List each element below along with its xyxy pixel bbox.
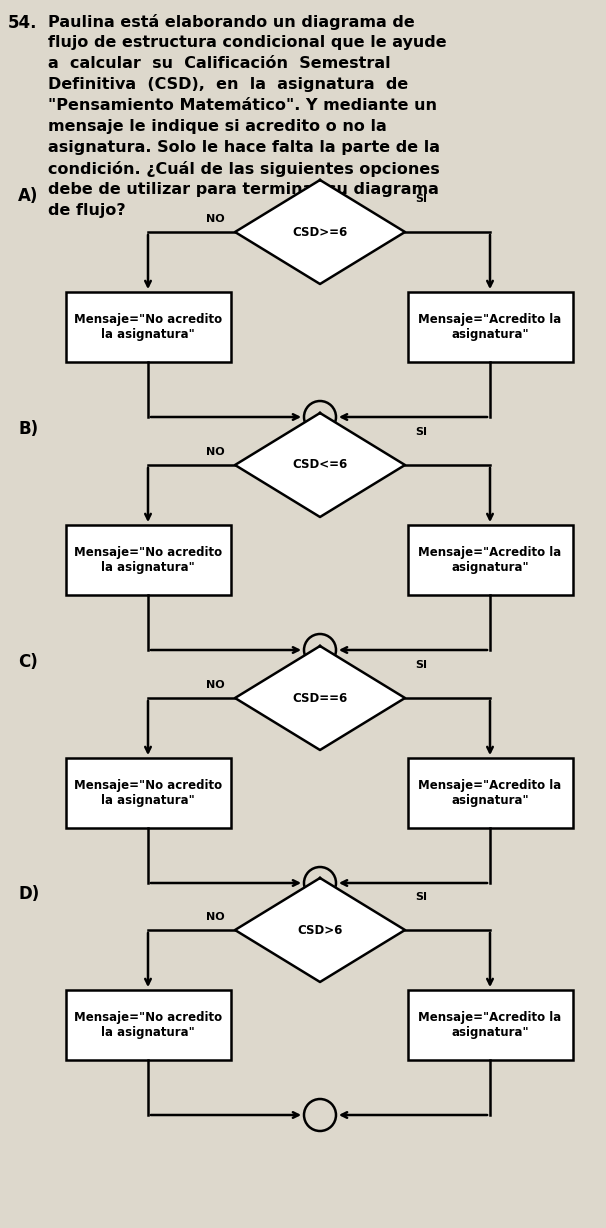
Polygon shape <box>235 181 405 284</box>
Polygon shape <box>235 878 405 982</box>
Text: B): B) <box>18 420 38 438</box>
Text: 54.: 54. <box>8 14 38 32</box>
Bar <box>65 758 230 828</box>
Text: Mensaje="No acredito
la asignatura": Mensaje="No acredito la asignatura" <box>74 1011 222 1039</box>
Text: CSD==6: CSD==6 <box>292 691 348 705</box>
Bar <box>65 526 230 596</box>
Text: Mensaje="No acredito
la asignatura": Mensaje="No acredito la asignatura" <box>74 313 222 341</box>
Text: C): C) <box>18 653 38 670</box>
Text: Mensaje="Acredito la
asignatura": Mensaje="Acredito la asignatura" <box>418 313 562 341</box>
Text: debe de utilizar para terminar su diagrama: debe de utilizar para terminar su diagra… <box>48 182 439 196</box>
Polygon shape <box>235 646 405 750</box>
Text: NO: NO <box>207 912 225 922</box>
Text: NO: NO <box>207 214 225 223</box>
Text: Mensaje="No acredito
la asignatura": Mensaje="No acredito la asignatura" <box>74 779 222 807</box>
Text: asignatura. Solo le hace falta la parte de la: asignatura. Solo le hace falta la parte … <box>48 140 440 155</box>
Polygon shape <box>235 413 405 517</box>
Text: A): A) <box>18 187 38 205</box>
Text: Mensaje="No acredito
la asignatura": Mensaje="No acredito la asignatura" <box>74 546 222 573</box>
Bar <box>407 990 573 1060</box>
Bar <box>407 292 573 362</box>
Text: SI: SI <box>415 194 427 204</box>
Text: a  calcular  su  Calificación  Semestral: a calcular su Calificación Semestral <box>48 56 391 71</box>
Text: SI: SI <box>415 892 427 903</box>
Text: Mensaje="Acredito la
asignatura": Mensaje="Acredito la asignatura" <box>418 779 562 807</box>
Bar <box>65 990 230 1060</box>
Text: Mensaje="Acredito la
asignatura": Mensaje="Acredito la asignatura" <box>418 1011 562 1039</box>
Text: NO: NO <box>207 447 225 457</box>
Text: NO: NO <box>207 680 225 690</box>
Text: Definitiva  (CSD),  en  la  asignatura  de: Definitiva (CSD), en la asignatura de <box>48 77 408 92</box>
Bar <box>407 526 573 596</box>
Text: SI: SI <box>415 427 427 437</box>
Text: CSD>=6: CSD>=6 <box>292 226 348 238</box>
Text: flujo de estructura condicional que le ayude: flujo de estructura condicional que le a… <box>48 36 447 50</box>
Text: Mensaje="Acredito la
asignatura": Mensaje="Acredito la asignatura" <box>418 546 562 573</box>
Bar <box>65 292 230 362</box>
Text: condición. ¿Cuál de las siguientes opciones: condición. ¿Cuál de las siguientes opcio… <box>48 161 440 177</box>
Text: Paulina está elaborando un diagrama de: Paulina está elaborando un diagrama de <box>48 14 415 29</box>
Text: D): D) <box>18 885 39 903</box>
Text: mensaje le indique si acredito o no la: mensaje le indique si acredito o no la <box>48 119 387 134</box>
Text: CSD>6: CSD>6 <box>298 923 342 937</box>
Bar <box>407 758 573 828</box>
Text: CSD<=6: CSD<=6 <box>292 458 348 472</box>
Text: de flujo?: de flujo? <box>48 203 125 219</box>
Text: "Pensamiento Matemático". Y mediante un: "Pensamiento Matemático". Y mediante un <box>48 98 437 113</box>
Text: SI: SI <box>415 659 427 670</box>
